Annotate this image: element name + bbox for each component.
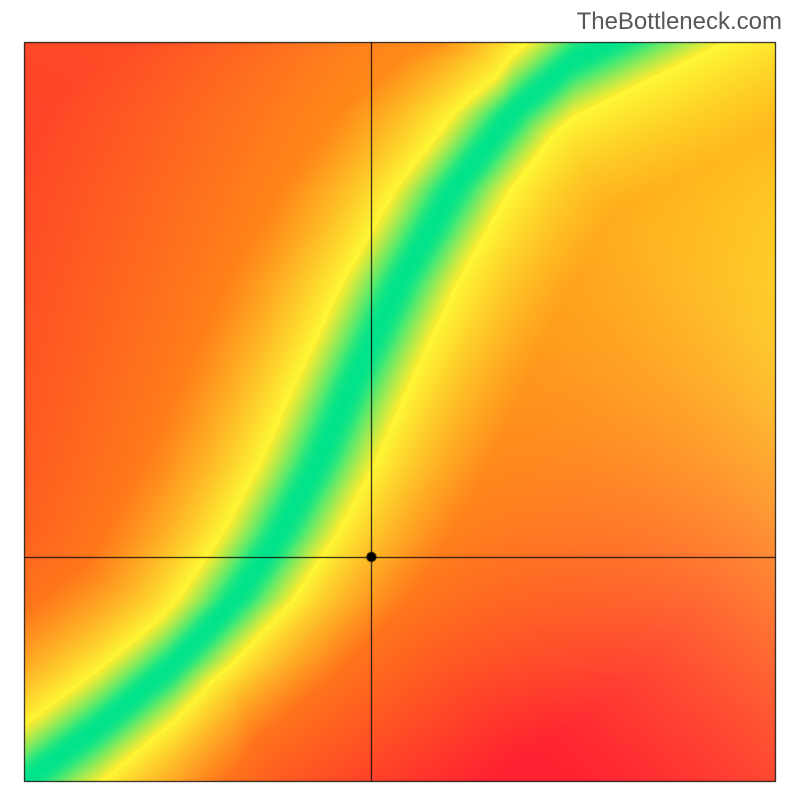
bottleneck-heatmap [0,0,800,800]
watermark-text: TheBottleneck.com [577,8,782,36]
chart-container: TheBottleneck.com [0,0,800,800]
